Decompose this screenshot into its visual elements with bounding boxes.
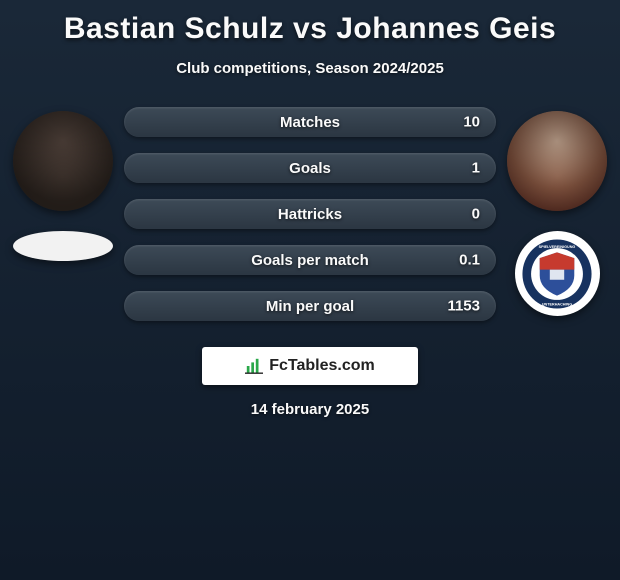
subtitle: Club competitions, Season 2024/2025 xyxy=(0,60,620,77)
stat-right-value: 1153 xyxy=(447,298,480,315)
left-player-col xyxy=(8,107,118,261)
stat-label: Min per goal xyxy=(266,298,354,315)
bar-chart-icon xyxy=(245,357,263,375)
date-line: 14 february 2025 xyxy=(0,401,620,418)
stat-label: Matches xyxy=(280,114,340,131)
stat-row-hattricks: Hattricks 0 xyxy=(124,199,496,229)
stat-label: Goals per match xyxy=(251,252,369,269)
svg-text:UNTERHACHING: UNTERHACHING xyxy=(542,302,572,306)
stat-label: Hattricks xyxy=(278,206,342,223)
stat-right-value: 0.1 xyxy=(459,252,480,269)
stat-label: Goals xyxy=(289,160,331,177)
comparison-row: Matches 10 Goals 1 Hattricks 0 Goals per… xyxy=(0,107,620,321)
left-player-avatar xyxy=(13,111,113,211)
stat-row-matches: Matches 10 xyxy=(124,107,496,137)
right-club-badge: SPIELVEREINIGUNG UNTERHACHING xyxy=(515,231,600,316)
stat-row-goals-per-match: Goals per match 0.1 xyxy=(124,245,496,275)
page-title: Bastian Schulz vs Johannes Geis xyxy=(0,12,620,46)
svg-text:SPIELVEREINIGUNG: SPIELVEREINIGUNG xyxy=(539,245,576,249)
brand-text: FcTables.com xyxy=(269,357,375,375)
stat-right-value: 10 xyxy=(463,114,480,131)
stat-right-value: 0 xyxy=(472,206,480,223)
stat-row-goals: Goals 1 xyxy=(124,153,496,183)
right-player-avatar xyxy=(507,111,607,211)
stat-right-value: 1 xyxy=(472,160,480,177)
brand-badge[interactable]: FcTables.com xyxy=(202,347,418,385)
left-club-badge xyxy=(13,231,113,261)
right-player-col: SPIELVEREINIGUNG UNTERHACHING xyxy=(502,107,612,316)
comparison-card: Bastian Schulz vs Johannes Geis Club com… xyxy=(0,0,620,418)
stat-row-min-per-goal: Min per goal 1153 xyxy=(124,291,496,321)
club-crest-icon: SPIELVEREINIGUNG UNTERHACHING xyxy=(521,238,593,310)
stats-column: Matches 10 Goals 1 Hattricks 0 Goals per… xyxy=(118,107,502,321)
